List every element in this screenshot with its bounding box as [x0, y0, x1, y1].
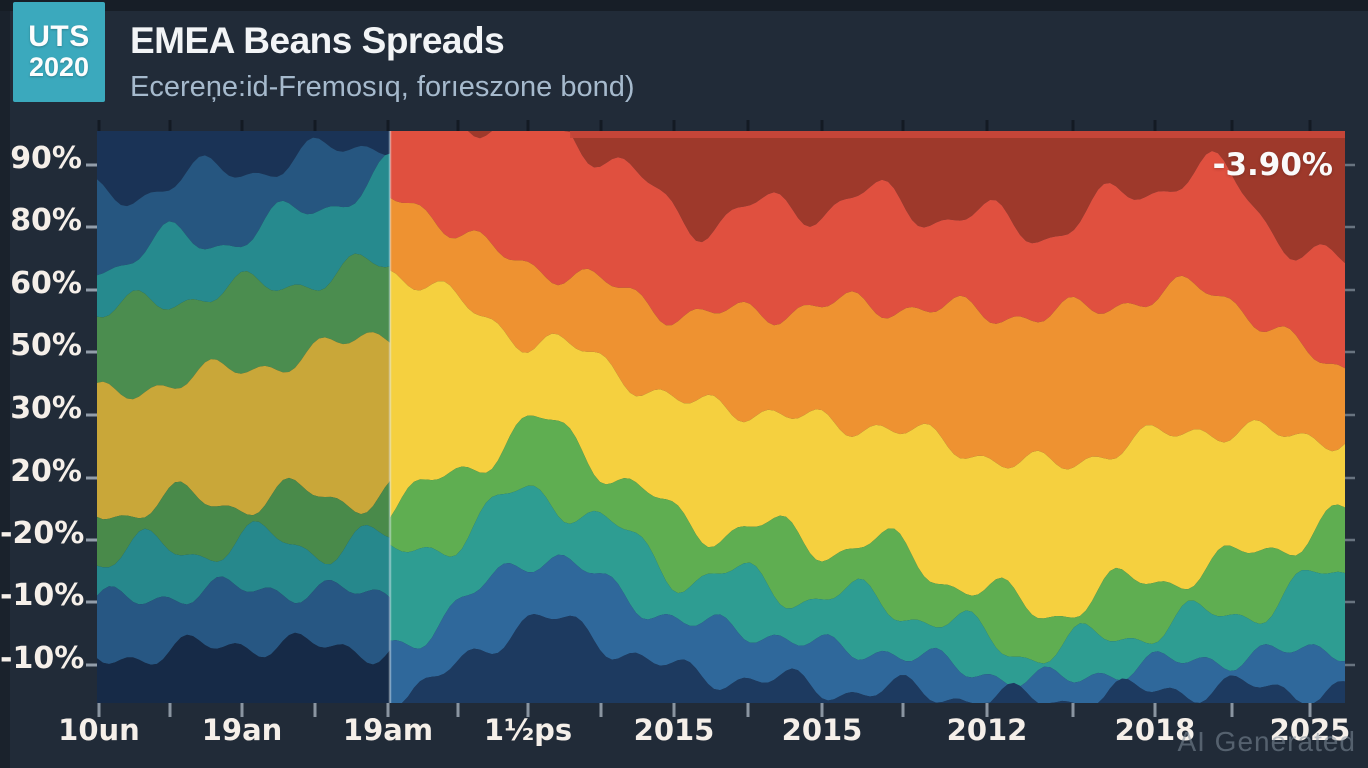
y-tick-label: 20% — [10, 454, 82, 489]
x-tick-label: 19am — [342, 713, 434, 747]
x-tick-label: 19an — [201, 713, 283, 747]
top-edge-shade — [0, 0, 1368, 11]
left-edge-shade — [0, 0, 10, 768]
y-tick-label: -20% — [0, 516, 85, 551]
badge-line2: 2020 — [28, 51, 90, 82]
band-green — [390, 415, 1345, 664]
y-tick-label: 30% — [10, 391, 82, 426]
band-teal — [97, 153, 390, 318]
y-tick-label: 90% — [10, 141, 82, 176]
x-tick-label: 10un — [58, 713, 140, 747]
page-title: EMEA Beans Spreads — [130, 20, 505, 61]
y-tick-label: 60% — [10, 266, 82, 301]
band-orange — [390, 197, 1345, 470]
band-yellow — [97, 332, 390, 520]
y-tick-label: 50% — [10, 328, 82, 363]
band-blue-low — [97, 576, 390, 665]
band-navy — [390, 614, 1345, 703]
band-red — [390, 131, 1345, 369]
left-section-overlay — [97, 131, 390, 703]
band-blue — [390, 554, 1345, 703]
band-deep-navy — [97, 632, 390, 703]
badge-line1: UTS — [28, 20, 90, 54]
band-teal-low — [97, 521, 390, 605]
band-green-low — [97, 477, 390, 568]
y-tick-label: 80% — [10, 203, 82, 238]
x-tick-label: 2015 — [633, 713, 715, 747]
band-blue — [97, 137, 390, 276]
x-tick-label: 2018 — [1114, 713, 1196, 747]
band-teal — [390, 485, 1345, 688]
y-tick-label: -10% — [0, 641, 85, 676]
uts-badge: UTS 2020 — [13, 2, 105, 102]
value-annotation: -3.90% — [1212, 147, 1333, 183]
band-green — [97, 253, 390, 400]
band-dark-red — [390, 131, 1345, 263]
top-red-strip — [570, 131, 1345, 138]
x-tick-label: 2015 — [781, 713, 863, 747]
y-tick-label: -10% — [0, 578, 85, 613]
ai-generated-watermark: AI Generated — [1177, 726, 1356, 757]
x-tick-label: 1½ps — [483, 713, 573, 747]
band-navy — [97, 131, 390, 207]
band-yellow — [390, 270, 1345, 619]
x-tick-label: 2012 — [946, 713, 1028, 747]
page-subtitle: Ecereņe:id-Fremosıq, forıeszone bond) — [130, 71, 635, 103]
x-tick-label: 2025 — [1269, 713, 1351, 747]
